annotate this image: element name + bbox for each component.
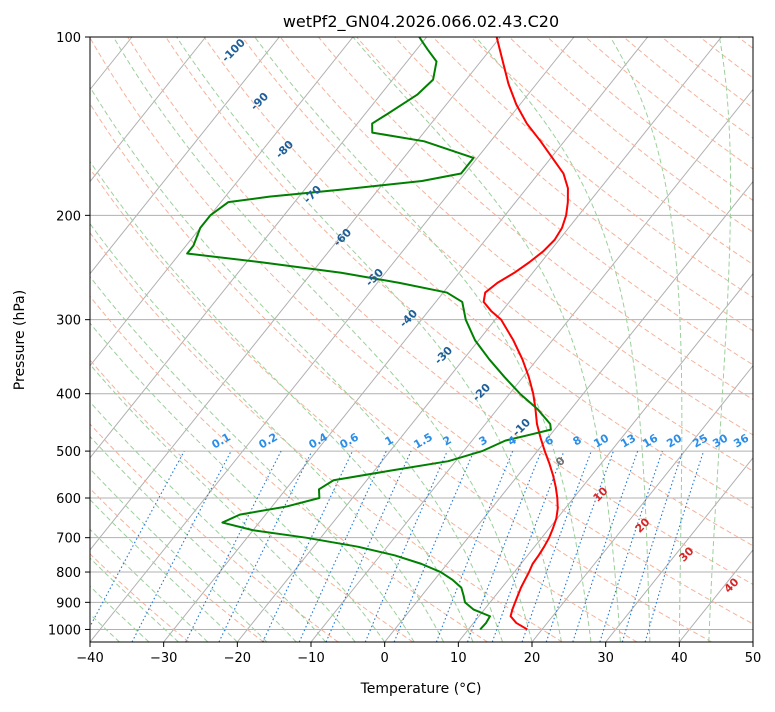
x-tick-label: 50: [745, 651, 762, 666]
y-tick-label: 200: [56, 209, 81, 224]
y-tick-label: 1000: [48, 623, 81, 638]
x-tick-label: 0: [381, 651, 389, 666]
x-tick-label: −10: [297, 651, 324, 666]
y-tick-label: 800: [56, 566, 81, 581]
x-tick-label: 30: [597, 651, 614, 666]
y-axis-label: Pressure (hPa): [12, 290, 28, 390]
y-tick-label: 700: [56, 532, 81, 547]
y-tick-label: 500: [56, 445, 81, 460]
x-tick-label: 20: [524, 651, 541, 666]
x-tick-label: −20: [224, 651, 251, 666]
x-tick-label: −30: [150, 651, 177, 666]
x-axis-label: Temperature (°C): [360, 681, 482, 697]
chart-title: wetPf2_GN04.2026.066.02.43.C20: [283, 12, 559, 32]
x-tick-label: −40: [76, 651, 103, 666]
y-tick-label: 900: [56, 596, 81, 611]
x-tick-label: 40: [671, 651, 688, 666]
y-tick-label: 600: [56, 492, 81, 507]
y-tick-label: 400: [56, 388, 81, 403]
x-tick-label: 10: [450, 651, 467, 666]
y-tick-label: 300: [56, 314, 81, 329]
y-tick-label: 100: [56, 31, 81, 46]
